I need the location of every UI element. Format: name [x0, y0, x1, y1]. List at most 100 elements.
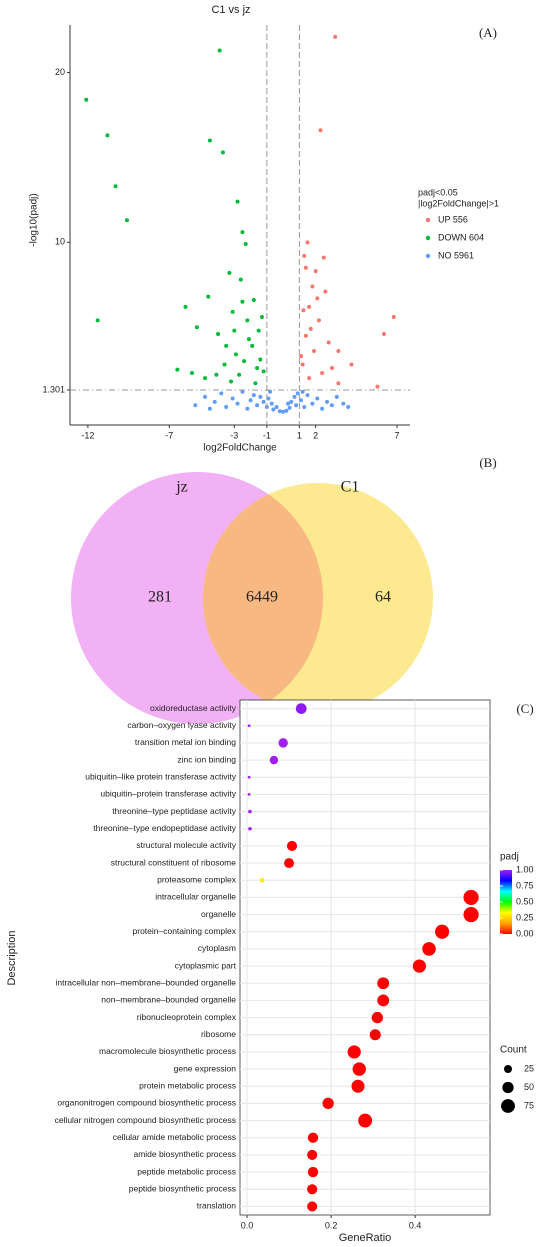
volcano-title: C1 vs jz [211, 4, 250, 16]
panel-label: (B) [479, 455, 496, 470]
point [245, 318, 250, 323]
colorbar-label: 0.50 [516, 896, 534, 906]
point [326, 340, 331, 345]
point [84, 97, 89, 102]
y-tick-label: non–membrane–bounded organelle [101, 995, 236, 1005]
point [245, 406, 250, 411]
dot [307, 1132, 319, 1143]
colorbar-label: 0.00 [516, 928, 534, 938]
point [230, 309, 235, 314]
point [333, 34, 338, 39]
point [95, 318, 100, 323]
dot [352, 1062, 366, 1076]
point [318, 128, 323, 133]
size-legend-marker [501, 1099, 515, 1113]
point [216, 331, 221, 336]
y-tick-label: organelle [201, 909, 236, 919]
point [222, 362, 227, 367]
point [289, 399, 294, 404]
y-tick-label: transition metal ion binding [135, 737, 236, 747]
y-axis-label: Description [6, 930, 18, 985]
point [255, 365, 260, 370]
point [246, 337, 251, 342]
dot [247, 793, 251, 796]
legend-marker [425, 217, 431, 223]
dot [278, 738, 288, 748]
point [203, 394, 208, 399]
legend-label: DOWN 604 [438, 232, 484, 242]
point [219, 391, 224, 396]
dot [377, 977, 390, 990]
point [220, 150, 225, 155]
colorbar-label: 0.25 [516, 912, 534, 922]
legend-marker [425, 235, 431, 241]
point [217, 48, 222, 53]
point [266, 396, 271, 401]
y-tick-label: peptide biosynthetic process [129, 1184, 236, 1194]
y-tick-label: protein metabolic process [139, 1081, 236, 1091]
point [303, 265, 308, 270]
venn-count: 6449 [246, 589, 278, 606]
y-tick-label: 20 [55, 67, 65, 77]
dot [247, 724, 251, 728]
x-tick-label: -7 [165, 430, 173, 440]
y-tick-label: structural constituent of ribosome [111, 857, 236, 867]
point [334, 394, 339, 399]
point [310, 284, 315, 289]
point [193, 403, 198, 408]
colorbar-label: 0.75 [516, 880, 534, 890]
y-tick-label: threonine–type peptidase activity [112, 806, 237, 816]
y-tick-label: ubiquitin–like protein transferase activ… [85, 772, 236, 782]
point [292, 394, 297, 399]
point [212, 399, 217, 404]
point [299, 398, 304, 403]
dot [322, 1097, 334, 1110]
dot [412, 959, 426, 973]
dot [377, 994, 390, 1007]
dot [307, 1166, 319, 1178]
x-tick-label: 0.2 [325, 1220, 338, 1230]
panel-label: (A) [479, 25, 497, 40]
dot [307, 1184, 318, 1195]
point [307, 376, 312, 381]
point [227, 270, 232, 275]
point [336, 348, 341, 353]
size-legend-label: 50 [524, 1082, 534, 1092]
y-tick-label: ribosome [201, 1029, 236, 1039]
point [258, 357, 263, 362]
point [238, 277, 243, 282]
dot [286, 840, 298, 851]
point [320, 371, 325, 376]
size-legend-marker [504, 1065, 512, 1073]
point [313, 269, 318, 274]
point [214, 372, 219, 377]
point [287, 405, 292, 410]
y-tick-label: cellular amide metabolic process [113, 1132, 236, 1142]
point [203, 376, 208, 381]
x-tick-label: -12 [81, 430, 94, 440]
x-axis-label: GeneRatio [339, 1232, 392, 1244]
legend-label: UP 556 [438, 214, 468, 224]
point [268, 389, 273, 394]
y-tick-label: cellular nitrogen compound biosynthetic … [55, 1115, 236, 1125]
y-tick-label: structural molecule activity [136, 840, 236, 850]
point [269, 401, 274, 406]
venn-set-label: C1 [341, 479, 360, 496]
point [235, 401, 240, 406]
y-tick-label: cytoplasm [198, 943, 236, 953]
y-tick-label: oxidoreductase activity [150, 703, 237, 713]
y-tick-label: ubiquitin–protein transferase activity [100, 789, 236, 799]
point [258, 394, 263, 399]
colorbar-label: 1.00 [516, 864, 534, 874]
dot [307, 1201, 318, 1212]
point [229, 379, 234, 384]
point [207, 138, 212, 143]
point [207, 406, 212, 411]
point [274, 405, 279, 410]
dot [463, 906, 479, 923]
size-legend-label: 25 [524, 1063, 534, 1073]
y-tick-label: cytoplasmic part [175, 960, 237, 970]
point [255, 403, 260, 408]
y-axis-label: -log10(padj) [29, 193, 40, 246]
point [240, 299, 245, 304]
